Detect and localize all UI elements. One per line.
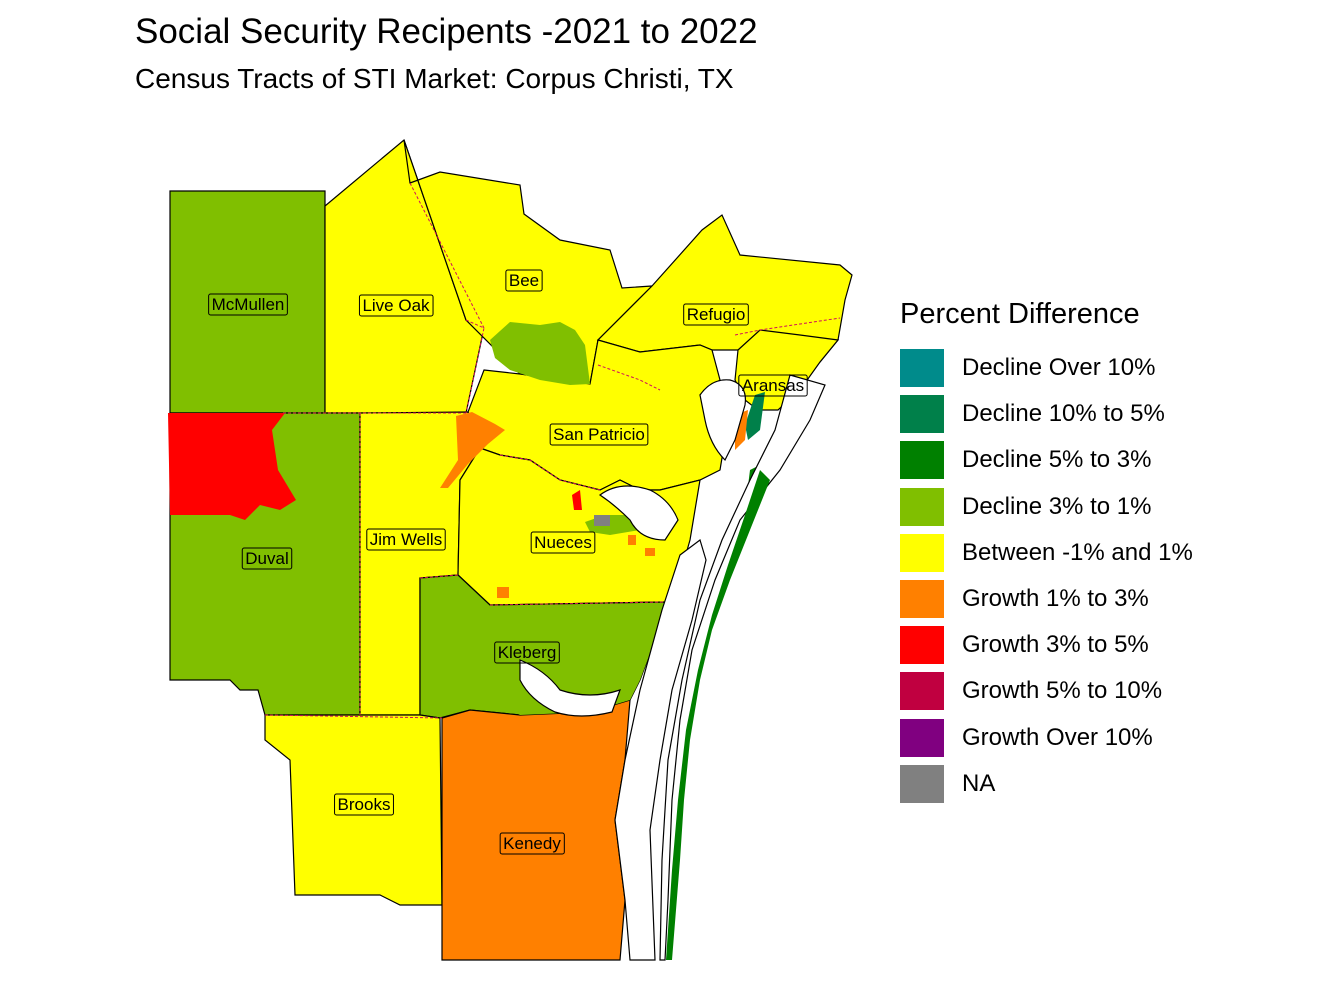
tract-boundary-nueces-kleberg: [419, 574, 666, 606]
county-label: San Patricio: [549, 423, 649, 446]
county-label-box: [208, 293, 288, 316]
county-label-box: [505, 269, 543, 292]
county-label-box: [358, 294, 434, 317]
legend-item: Decline 10% to 5%: [900, 391, 1193, 437]
county-label: Bee: [505, 269, 543, 292]
map-title: Social Security Recipents -2021 to 2022: [135, 12, 758, 51]
county-brooks[interactable]: [264, 714, 443, 906]
legend-label: Decline 10% to 5%: [962, 400, 1165, 428]
legend-item: NA: [900, 761, 1193, 807]
county-label: Brooks: [334, 793, 394, 816]
county-label: Kenedy: [499, 832, 565, 855]
legend-item: Growth 5% to 10%: [900, 668, 1193, 714]
baffin-bay-water: [519, 659, 621, 717]
county-label: Refugio: [683, 303, 749, 326]
tract-boundary-brooks-kenedy: [264, 714, 443, 719]
legend-label: Decline 5% to 3%: [962, 446, 1152, 474]
tract-patch-nueces-orange-1: [628, 535, 636, 545]
county-label-box: [241, 547, 293, 570]
copano-bay-water: [699, 379, 747, 462]
legend-swatch: [900, 626, 944, 665]
county-label-text: Live Oak: [362, 296, 430, 315]
legend-swatch: [900, 349, 944, 388]
map-subtitle: Census Tracts of STI Market: Corpus Chri…: [135, 63, 734, 94]
county-label-text: Brooks: [338, 795, 391, 814]
county-label: Duval: [241, 547, 293, 570]
county-label-text: Bee: [509, 271, 539, 290]
county-label-box: [366, 528, 446, 551]
legend-swatch: [900, 441, 944, 480]
tract-patch-nueces-orange-3: [497, 587, 509, 598]
county-label-text: Refugio: [687, 305, 746, 324]
tract-patch-nueces-na: [594, 515, 610, 526]
legend-swatch: [900, 533, 944, 572]
county-label-text: Aransas: [742, 376, 804, 395]
county-label-box: [499, 832, 565, 855]
legend-swatch: [900, 580, 944, 619]
tract-patch-nueces-orange-2: [645, 548, 655, 556]
laguna-madre-water: [614, 539, 707, 961]
legend-swatch: [900, 487, 944, 526]
county-label-text: Kleberg: [498, 643, 557, 662]
tract-boundary-refugio-aransas: [734, 317, 841, 336]
tract-boundary-bee-liveoak: [409, 182, 485, 329]
legend-label: NA: [962, 769, 996, 797]
legend-item: Decline 5% to 3%: [900, 437, 1193, 483]
tract-patch-aransas-green: [745, 392, 765, 440]
nueces-bay-water: [598, 485, 679, 541]
legend-label: Growth 5% to 10%: [962, 677, 1163, 705]
county-label-box: [738, 374, 808, 397]
county-label-text: McMullen: [212, 295, 285, 314]
county-label: McMullen: [208, 293, 288, 316]
county-kenedy[interactable]: [441, 699, 631, 961]
legend-item: Growth 1% to 3%: [900, 576, 1193, 622]
county-label-text: Nueces: [534, 533, 592, 552]
legend-label: Growth 3% to 5%: [962, 631, 1149, 659]
county-label-text: Jim Wells: [370, 530, 442, 549]
tract-patch-nueces-red: [572, 490, 582, 510]
county-label-box: [494, 641, 560, 664]
county-label: Aransas: [738, 374, 808, 397]
county-label-box: [530, 531, 596, 554]
county-label-box: [683, 303, 749, 326]
legend-item: Decline Over 10%: [900, 345, 1193, 391]
legend-item: Between -1% and 1%: [900, 530, 1193, 576]
legend-item: Growth Over 10%: [900, 715, 1193, 761]
county-label-box: [549, 423, 649, 446]
legend-label: Growth Over 10%: [962, 723, 1153, 751]
tract-patch-duval-west: [168, 413, 296, 520]
county-label-text: Duval: [245, 549, 288, 568]
tract-boundary-bee-sanpatricio: [465, 319, 485, 414]
county-label: Jim Wells: [366, 528, 446, 551]
legend-label: Decline Over 10%: [962, 354, 1156, 382]
legend-item: Growth 3% to 5%: [900, 622, 1193, 668]
tract-boundary-sanpatricio-river: [499, 454, 601, 491]
legend-swatch: [900, 718, 944, 757]
legend-swatch: [900, 672, 944, 711]
county-label: Kleberg: [494, 641, 560, 664]
legend-swatch: [900, 764, 944, 803]
legend: Percent Difference Decline Over 10% Decli…: [900, 298, 1193, 807]
gulf-coast-island: [659, 374, 826, 961]
legend-swatch: [900, 395, 944, 434]
county-label-text: Kenedy: [503, 834, 561, 853]
county-label: Nueces: [530, 531, 596, 554]
legend-title: Percent Difference: [900, 298, 1140, 330]
county-label-text: San Patricio: [553, 425, 645, 444]
legend-label: Between -1% and 1%: [962, 538, 1193, 566]
tract-boundary-sanpatricio-north: [597, 364, 661, 391]
tract-patch-bee-south: [490, 322, 590, 385]
county-label: Live Oak: [358, 294, 434, 317]
county-label-box: [334, 793, 394, 816]
tract-patch-jimwells-east: [440, 412, 505, 488]
legend-item: Decline 3% to 1%: [900, 484, 1193, 530]
legend-label: Growth 1% to 3%: [962, 585, 1149, 613]
legend-label: Decline 3% to 1%: [962, 492, 1152, 520]
